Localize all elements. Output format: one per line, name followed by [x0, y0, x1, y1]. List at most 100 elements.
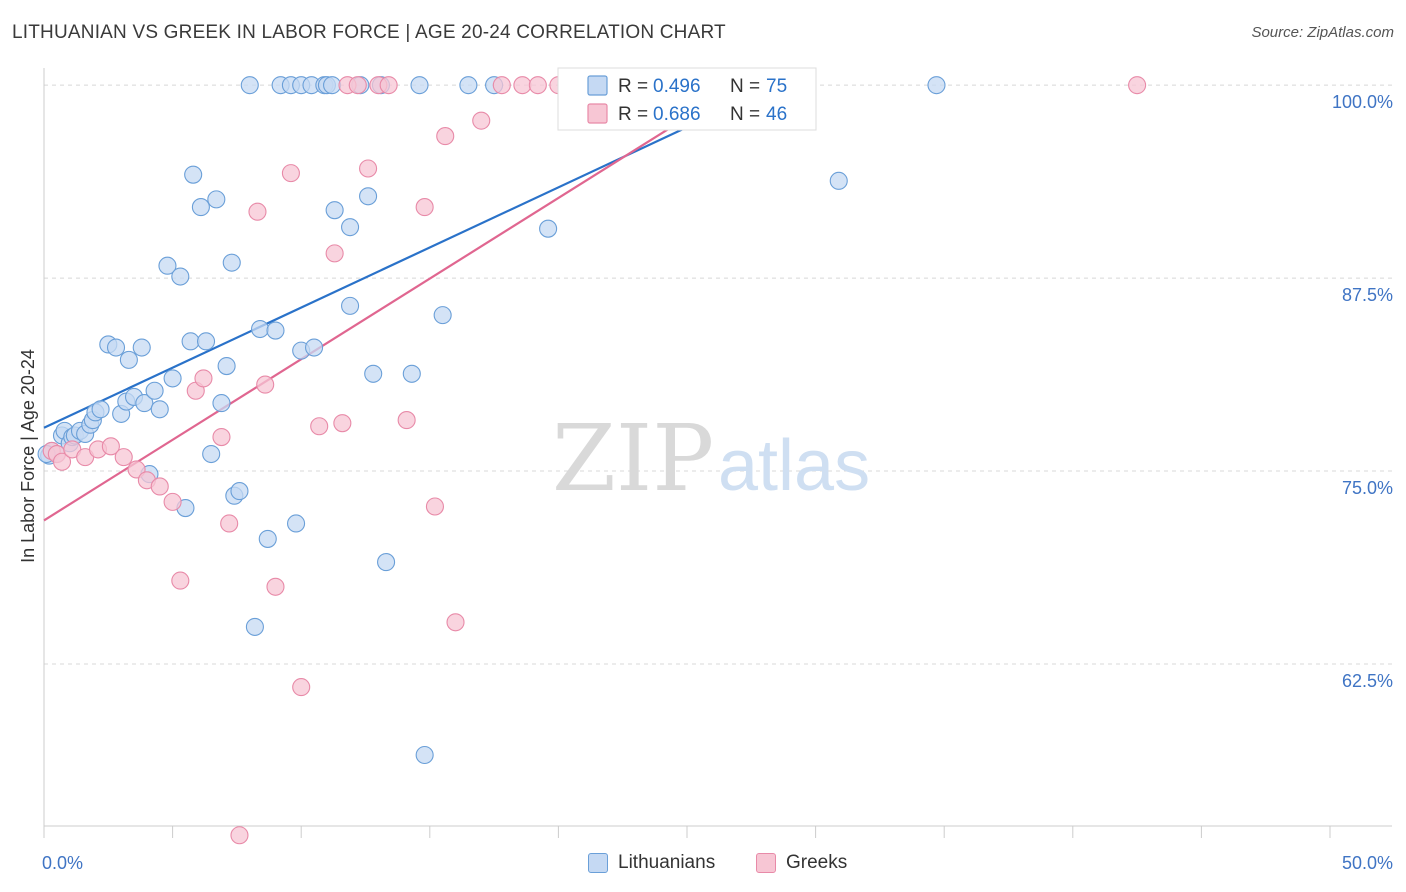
- series-legend: Lithuanians Greeks: [0, 852, 1406, 878]
- legend-r-value: 0.686: [653, 104, 701, 125]
- x-tick-label: 0.0%: [42, 853, 83, 873]
- data-point: [91, 400, 110, 419]
- legend-n-label: N =: [730, 76, 760, 97]
- data-point: [266, 321, 285, 340]
- data-point: [158, 256, 177, 275]
- data-point: [528, 76, 547, 95]
- data-point: [436, 127, 455, 146]
- data-point: [191, 198, 210, 217]
- data-point: [341, 218, 360, 237]
- x-tick-label: 50.0%: [1342, 853, 1393, 873]
- data-point: [212, 428, 231, 447]
- data-point: [472, 111, 491, 130]
- data-point: [266, 577, 285, 596]
- y-tick-labels: 100.0% 87.5% 75.0% 62.5%: [1332, 92, 1393, 691]
- data-points: [37, 76, 1147, 845]
- y-tick-label: 62.5%: [1342, 671, 1393, 691]
- data-point: [348, 76, 367, 95]
- data-point: [171, 571, 190, 590]
- data-point: [292, 678, 311, 697]
- data-point: [207, 190, 226, 209]
- legend-item-lithuanians[interactable]: Lithuanians: [588, 852, 715, 874]
- legend-swatch-lithuanians: [587, 75, 608, 96]
- legend-label-lithuanians: Lithuanians: [618, 852, 716, 873]
- series-greeks: [42, 76, 1147, 845]
- data-point: [425, 497, 444, 516]
- legend-swatch-greeks: [587, 103, 608, 124]
- data-point: [119, 350, 138, 369]
- data-point: [163, 369, 182, 388]
- data-point: [52, 452, 72, 471]
- data-point: [217, 357, 236, 376]
- data-point: [323, 76, 342, 95]
- data-point: [230, 482, 249, 501]
- data-point: [101, 437, 120, 456]
- legend-item-greeks[interactable]: Greeks: [756, 852, 847, 874]
- data-point: [829, 171, 848, 190]
- data-point: [446, 613, 465, 632]
- watermark: ZIP atlas: [552, 405, 870, 512]
- data-point: [132, 338, 151, 357]
- data-point: [305, 338, 324, 357]
- data-point: [377, 553, 396, 572]
- legend-n-label: N =: [730, 104, 760, 125]
- legend-n-value: 46: [766, 104, 787, 125]
- legend-label-greeks: Greeks: [786, 852, 848, 873]
- data-point: [379, 76, 398, 95]
- data-point: [240, 76, 259, 95]
- data-point: [258, 529, 277, 548]
- data-point: [325, 244, 344, 263]
- data-point: [114, 448, 133, 467]
- data-point: [230, 826, 249, 845]
- data-point: [927, 76, 946, 95]
- data-point: [325, 201, 344, 220]
- series-lithuanians: [37, 76, 946, 765]
- data-point: [333, 414, 352, 433]
- data-point: [415, 745, 434, 765]
- legend-r-label: R =: [618, 104, 648, 125]
- x-tick-labels: 0.0% 50.0%: [42, 853, 1393, 873]
- data-point: [245, 617, 264, 636]
- data-point: [196, 332, 216, 351]
- data-point: [433, 306, 452, 325]
- data-point: [250, 319, 270, 339]
- watermark-atlas: atlas: [718, 426, 870, 506]
- data-point: [397, 411, 416, 430]
- trend-lines: [43, 84, 778, 522]
- data-point: [194, 369, 213, 388]
- data-point: [171, 267, 190, 286]
- data-point: [287, 514, 306, 533]
- data-point: [248, 202, 267, 221]
- legend-swatch-greeks: [756, 853, 776, 873]
- stats-legend: R = 0.496 N = 75 R = 0.686 N = 46: [557, 67, 817, 131]
- trend-line-lithuanians: [43, 84, 778, 429]
- y-axis-label: In Labor Force | Age 20-24: [18, 349, 38, 563]
- watermark-zip: ZIP: [552, 405, 714, 512]
- data-point: [150, 477, 169, 496]
- data-point: [459, 76, 478, 95]
- data-point: [184, 165, 203, 184]
- data-point: [222, 253, 241, 272]
- data-point: [341, 296, 360, 315]
- legend-r-value: 0.496: [653, 76, 701, 97]
- data-point: [220, 514, 239, 533]
- data-point: [513, 76, 532, 95]
- data-point: [359, 187, 378, 206]
- grid-lines: [44, 84, 1392, 665]
- data-point: [492, 76, 511, 95]
- data-point: [212, 394, 231, 413]
- data-point: [539, 219, 558, 238]
- data-point: [256, 375, 275, 394]
- data-point: [402, 364, 421, 383]
- data-point: [181, 332, 200, 351]
- data-point: [410, 76, 429, 95]
- data-point: [163, 492, 182, 511]
- data-point: [106, 338, 126, 357]
- trend-line-greeks: [43, 84, 740, 522]
- data-point: [281, 164, 300, 183]
- data-point: [310, 417, 329, 436]
- y-tick-label: 87.5%: [1342, 285, 1393, 305]
- legend-n-value: 75: [766, 76, 787, 97]
- data-point: [145, 381, 164, 400]
